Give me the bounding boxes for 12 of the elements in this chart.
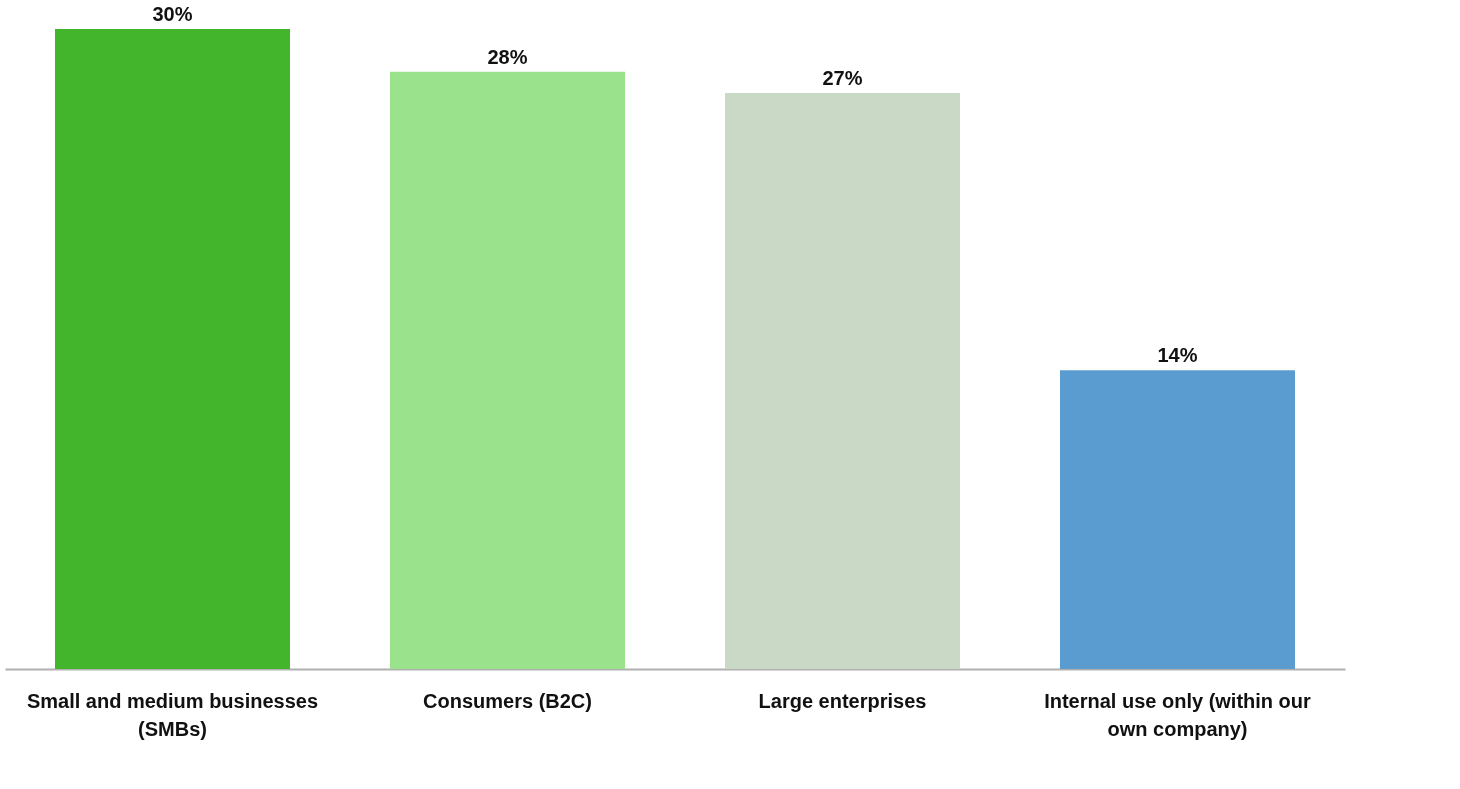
bar: [725, 93, 960, 669]
bar: [1060, 370, 1295, 669]
data-label: 14%: [1157, 344, 1198, 367]
data-label: 30%: [152, 3, 193, 25]
bar: [390, 71, 625, 669]
data-label: 28%: [487, 45, 528, 68]
data-label: 27%: [822, 67, 863, 89]
x-tick-label: Internal use only (within our own company): [1044, 689, 1312, 740]
x-tick-label: Consumers (B2C): [423, 689, 592, 712]
x-tick-label: Small and medium businesses (SMBs): [26, 689, 319, 740]
bar: [55, 29, 290, 669]
x-tick-label: Large enterprises: [758, 689, 927, 712]
